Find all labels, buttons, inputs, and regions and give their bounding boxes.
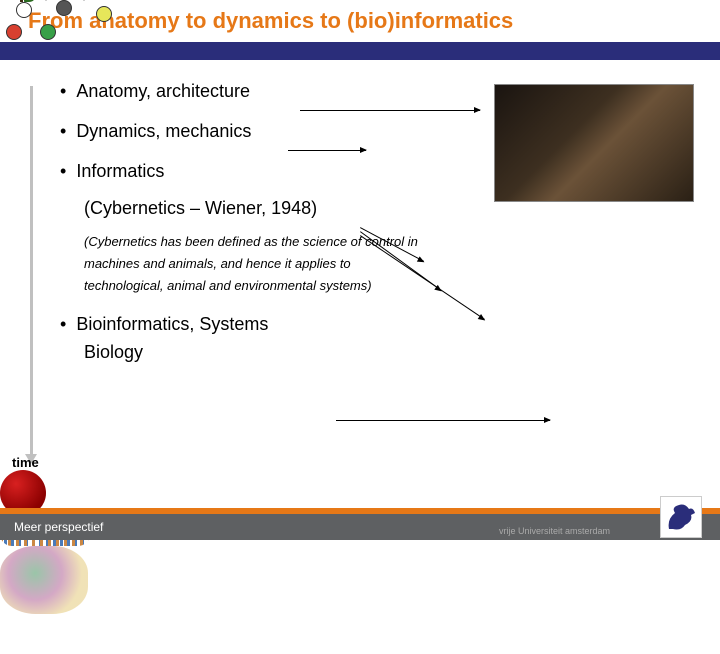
footer: Meer perspectief vrije Universiteit amst… xyxy=(0,490,720,540)
protein-image xyxy=(0,546,88,614)
bullet-text-3: Informatics xyxy=(76,158,164,184)
arrow-anatomy xyxy=(300,110,480,111)
network-node xyxy=(6,24,22,40)
bullet-row-4: • Bioinformatics, Systems xyxy=(60,311,700,337)
footer-gray-bar: Meer perspectief vrije Universiteit amst… xyxy=(0,514,720,540)
footer-left-text: Meer perspectief xyxy=(14,520,103,534)
footer-university: vrije Universiteit amsterdam xyxy=(499,526,610,536)
bullet-dot: • xyxy=(60,78,66,104)
bullet-dot: • xyxy=(60,158,66,184)
bullet-dot: • xyxy=(60,118,66,144)
bullet-text-4a: Bioinformatics, Systems xyxy=(76,311,268,337)
network-node xyxy=(16,2,32,18)
bullet-text-1: Anatomy, architecture xyxy=(76,78,250,104)
network-node xyxy=(56,0,72,16)
network-node xyxy=(96,6,112,22)
anatomy-painting-image xyxy=(494,84,694,202)
network-node xyxy=(40,24,56,40)
university-logo xyxy=(660,496,702,538)
bullet-text-2: Dynamics, mechanics xyxy=(76,118,251,144)
griffin-icon xyxy=(661,497,701,537)
network-diagram xyxy=(0,614,120,654)
bullet-dot: • xyxy=(60,311,66,337)
bullet-text-4b: Biology xyxy=(84,339,700,365)
arrow-dynamics xyxy=(288,150,366,151)
arrow-bioinformatics xyxy=(336,420,550,421)
